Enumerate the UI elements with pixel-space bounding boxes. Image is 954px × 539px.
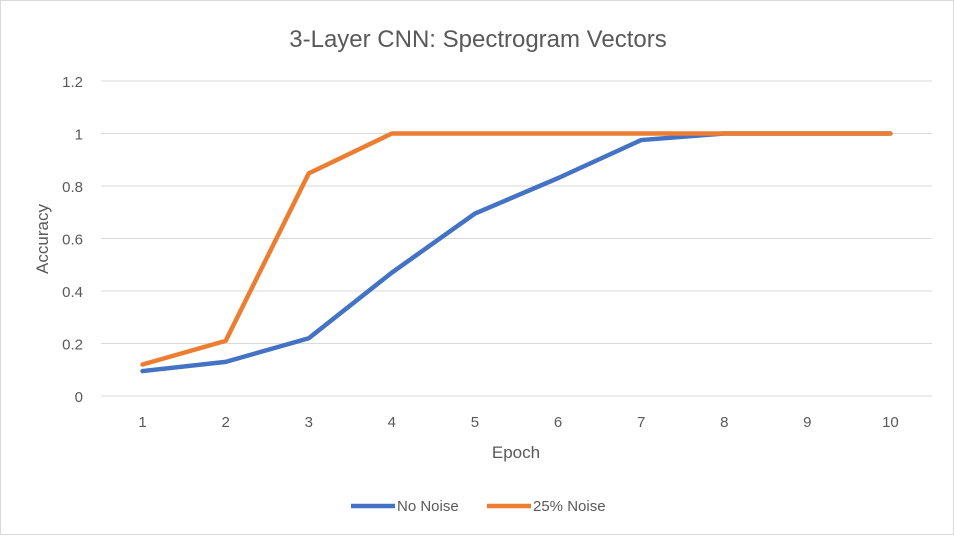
legend: No Noise 25% Noise [351, 498, 606, 515]
x-tick-label: 1 [138, 414, 146, 431]
chart-title: 3-Layer CNN: Spectrogram Vectors [289, 26, 666, 53]
x-tick-label: 5 [471, 414, 479, 431]
y-tick-label: 0.8 [62, 179, 83, 196]
x-axis-label: Epoch [492, 443, 540, 462]
x-tick-label: 6 [554, 414, 562, 431]
y-tick-label: 0.4 [62, 284, 83, 301]
y-tick-label: 1.2 [62, 74, 83, 91]
legend-label-0: No Noise [397, 498, 459, 515]
legend-label-1: 25% Noise [533, 498, 606, 515]
y-tick-label: 0.6 [62, 232, 83, 249]
y-tick-label: 1 [75, 127, 83, 144]
x-tick-label: 9 [803, 414, 811, 431]
series-line-0 [143, 134, 891, 372]
y-tick-label: 0.2 [62, 337, 83, 354]
series-line-1 [143, 134, 891, 365]
y-axis-label: Accuracy [33, 204, 52, 274]
gridlines [101, 81, 932, 396]
x-tick-label: 10 [882, 414, 899, 431]
x-tick-label: 8 [720, 414, 728, 431]
y-tick-label: 0 [75, 389, 83, 406]
x-axis-ticks: 1 2 3 4 5 6 7 8 9 10 [138, 414, 898, 431]
y-axis-ticks: 0 0.2 0.4 0.6 0.8 1 1.2 [62, 74, 83, 406]
x-tick-label: 7 [637, 414, 645, 431]
series-lines [142, 133, 890, 371]
x-tick-label: 3 [305, 414, 313, 431]
x-tick-label: 4 [388, 414, 396, 431]
x-tick-label: 2 [221, 414, 229, 431]
